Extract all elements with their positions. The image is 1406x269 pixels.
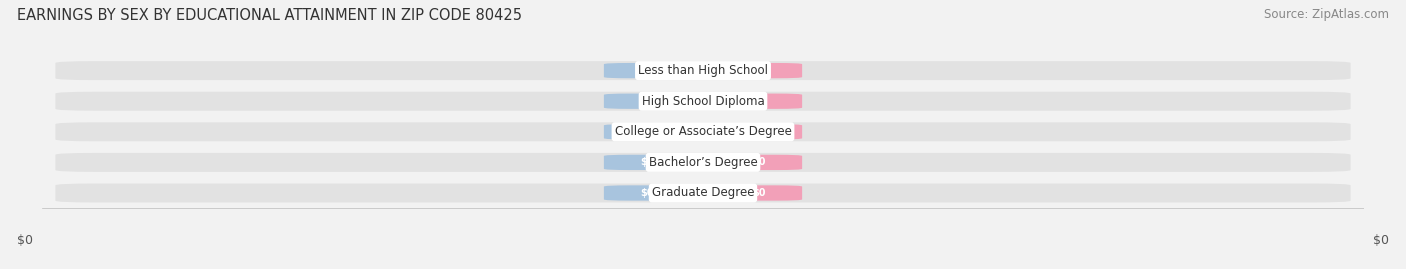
FancyBboxPatch shape	[605, 185, 690, 201]
FancyBboxPatch shape	[55, 61, 1351, 80]
Text: $0: $0	[640, 66, 654, 76]
Text: $0: $0	[752, 96, 766, 106]
Text: $0: $0	[1374, 235, 1389, 247]
Text: $0: $0	[640, 188, 654, 198]
FancyBboxPatch shape	[716, 94, 801, 109]
FancyBboxPatch shape	[716, 155, 801, 170]
FancyBboxPatch shape	[55, 92, 1351, 111]
Text: Source: ZipAtlas.com: Source: ZipAtlas.com	[1264, 8, 1389, 21]
Text: Graduate Degree: Graduate Degree	[652, 186, 754, 200]
Text: $0: $0	[640, 157, 654, 167]
Text: $0: $0	[752, 188, 766, 198]
FancyBboxPatch shape	[716, 63, 801, 78]
FancyBboxPatch shape	[55, 183, 1351, 203]
Text: $0: $0	[640, 96, 654, 106]
Text: Bachelor’s Degree: Bachelor’s Degree	[648, 156, 758, 169]
Text: $0: $0	[17, 235, 32, 247]
FancyBboxPatch shape	[605, 94, 690, 109]
FancyBboxPatch shape	[605, 124, 690, 139]
FancyBboxPatch shape	[55, 122, 1351, 141]
FancyBboxPatch shape	[605, 63, 690, 78]
FancyBboxPatch shape	[716, 185, 801, 201]
Text: $0: $0	[640, 127, 654, 137]
FancyBboxPatch shape	[605, 155, 690, 170]
FancyBboxPatch shape	[716, 124, 801, 139]
Text: $0: $0	[752, 66, 766, 76]
FancyBboxPatch shape	[55, 153, 1351, 172]
Text: EARNINGS BY SEX BY EDUCATIONAL ATTAINMENT IN ZIP CODE 80425: EARNINGS BY SEX BY EDUCATIONAL ATTAINMEN…	[17, 8, 522, 23]
Text: $0: $0	[752, 157, 766, 167]
Text: Less than High School: Less than High School	[638, 64, 768, 77]
Text: College or Associate’s Degree: College or Associate’s Degree	[614, 125, 792, 138]
Text: High School Diploma: High School Diploma	[641, 95, 765, 108]
Text: $0: $0	[752, 127, 766, 137]
